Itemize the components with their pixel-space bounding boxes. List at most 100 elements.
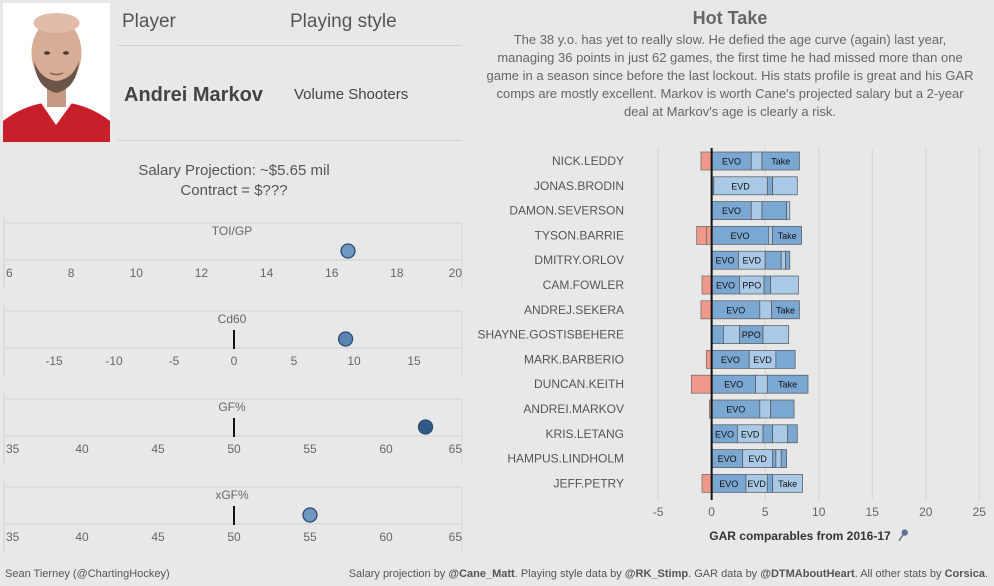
player-label: JONAS.BRODIN: [534, 179, 624, 193]
axis-tick-label: 15: [866, 505, 880, 519]
gar-segment: [775, 449, 782, 468]
axis-tick-label: 65: [449, 530, 463, 544]
gar-segment: [759, 399, 771, 419]
gar-segment: [786, 201, 791, 220]
axis-tick-label: 55: [303, 442, 317, 456]
gar-segment: [770, 275, 799, 295]
axis-tick-label: 60: [379, 442, 393, 456]
gar-segment: [750, 151, 763, 171]
dot-chart-title: xGF%: [215, 488, 249, 502]
gar-segment-label: EVO: [726, 405, 745, 415]
dot-chart-title: GF%: [218, 400, 246, 414]
pin-icon-head: [901, 529, 908, 536]
gar-segment: [772, 226, 802, 245]
axis-tick-label: 40: [75, 442, 89, 456]
hot-take-line: game in a season since before the last l…: [486, 68, 974, 83]
gar-segment-label: EVD: [748, 454, 767, 464]
gar-segment-label: Take: [778, 380, 797, 390]
gar-segment-label: Take: [776, 305, 795, 315]
axis-tick-label: 65: [449, 442, 463, 456]
gar-segment: [762, 424, 774, 444]
playing-style-value: Volume Shooters: [294, 86, 409, 103]
gar-segment: [766, 374, 809, 394]
credit-handle: @DTMAboutHeart: [760, 568, 855, 580]
header-divider: [118, 45, 462, 46]
gar-segment-label: EVD: [753, 355, 772, 365]
gar-segment: [780, 449, 787, 468]
x-axis-title: GAR comparables from 2016-17: [709, 529, 891, 543]
gar-segment: [772, 176, 798, 196]
axis-tick-label: 10: [347, 354, 361, 368]
axis-tick-label: 12: [195, 266, 209, 280]
playing-style-column-header: Playing style: [290, 11, 397, 32]
gar-segment-label: EVO: [716, 281, 735, 291]
gar-negative-segment: [696, 226, 707, 245]
gar-segment: [761, 201, 787, 220]
gar-negative-segment: [700, 300, 712, 320]
gar-segment-label: EVD: [741, 429, 760, 439]
gar-segment-label: EVO: [718, 454, 737, 464]
dot-chart-title: Cd60: [218, 312, 247, 326]
gar-segment: [768, 226, 774, 245]
gar-segment: [775, 350, 796, 369]
gar-segment: [770, 399, 795, 419]
player-photo: [3, 3, 110, 142]
gar-segment: [750, 201, 763, 220]
gar-segment-label: EVO: [721, 355, 740, 365]
axis-tick-label: 55: [303, 530, 317, 544]
gar-segment: [771, 300, 800, 320]
player-label: MARK.BARBERIO: [524, 352, 624, 366]
salary-projection: Salary Projection: ~$5.65 mil: [138, 162, 330, 179]
hot-take-line: managing 36 points in just 62 games, the…: [497, 50, 963, 65]
gar-segment: [764, 250, 782, 270]
player-label: JEFF.PETRY: [554, 476, 624, 490]
axis-tick-label: 0: [231, 354, 238, 368]
gar-negative-segment: [700, 151, 712, 171]
player-label: TYSON.BARRIE: [535, 228, 624, 242]
gar-segment: [772, 449, 777, 468]
axis-tick-label: 20: [449, 266, 463, 280]
player-label: DMITRY.ORLOV: [534, 253, 624, 267]
gar-segment-label: EVO: [716, 256, 735, 266]
axis-tick-label: 5: [762, 505, 769, 519]
credit-text: . All other stats by: [854, 568, 945, 580]
hot-take-line: deal at Markov's age is clearly a risk.: [623, 104, 836, 119]
axis-tick-label: 35: [6, 442, 20, 456]
player-label: DUNCAN.KEITH: [534, 377, 624, 391]
gar-segment-label: PPO: [742, 281, 761, 291]
axis-tick-label: 20: [919, 505, 933, 519]
player-label: HAMPUS.LINDHOLM: [507, 452, 624, 466]
gar-segment: [761, 151, 800, 171]
gar-segment-label: EVO: [726, 305, 745, 315]
gar-segment-label: EVO: [724, 380, 743, 390]
credit-text: . GAR data by: [688, 568, 761, 580]
axis-tick-label: 50: [227, 530, 241, 544]
axis-tick-label: -5: [169, 354, 180, 368]
author-credit: Sean Tierney (@ChartingHockey): [5, 568, 170, 580]
gar-segment-label: EVO: [731, 231, 750, 241]
player-label: CAM.FOWLER: [543, 278, 625, 292]
gar-segment: [755, 374, 768, 394]
gar-segment: [711, 325, 724, 344]
gar-segment: [762, 325, 790, 344]
gar-comparables-chart: NICK.LEDDY EVO Take JONAS.BRODIN EVD DAMON.SE…: [478, 148, 986, 543]
axis-tick-label: 18: [390, 266, 404, 280]
axis-tick-label: 10: [130, 266, 144, 280]
player-label: KRIS.LETANG: [546, 427, 624, 441]
player-label: DAMON.SEVERSON: [509, 204, 624, 218]
hot-take-line: comps are mostly excellent. Markov is wo…: [496, 86, 964, 101]
hot-take-body: The 38 y.o. has yet to really slow. He d…: [470, 31, 990, 121]
gar-negative-segment: [701, 275, 712, 295]
axis-tick-label: 6: [6, 266, 13, 280]
gar-segment: [772, 474, 803, 493]
pin-icon-needle: [898, 534, 904, 542]
axis-tick-label: 16: [325, 266, 339, 280]
metric-dot-charts: TOI/GP 6 8 10 12 14 16 18 20 Cd60 -15 -10 -5 0 5 10 15 GF…: [3, 215, 463, 553]
metric-value-dot: [302, 507, 318, 523]
axis-tick-label: 8: [68, 266, 75, 280]
axis-tick-label: -5: [653, 505, 664, 519]
dot-chart-title: TOI/GP: [212, 224, 252, 238]
gar-segment: [763, 275, 771, 295]
credit-text: . Playing style data by: [514, 568, 625, 580]
credit-text: .: [984, 568, 988, 580]
